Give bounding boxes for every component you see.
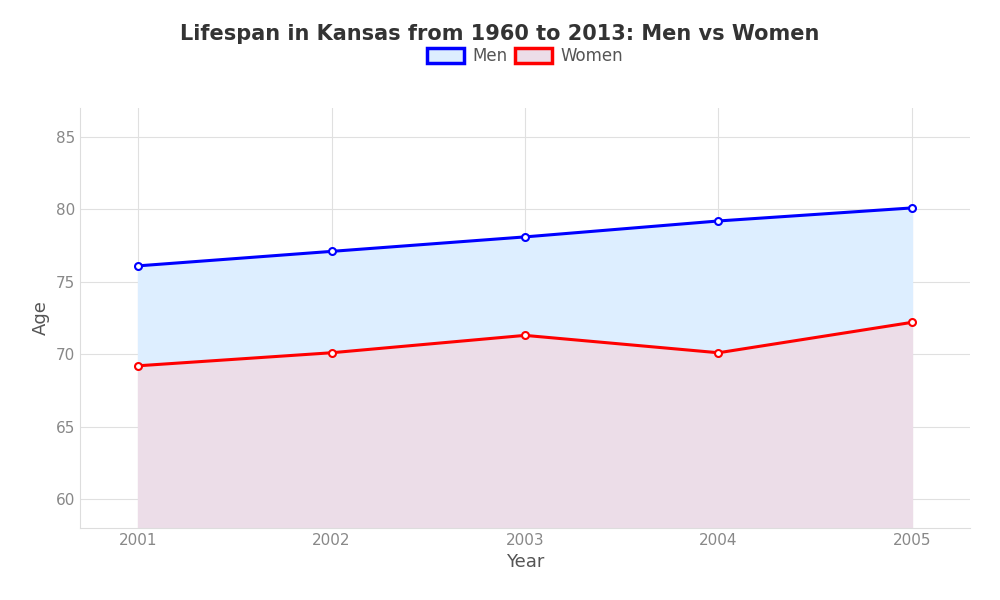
Legend: Men, Women: Men, Women: [420, 41, 630, 72]
Text: Lifespan in Kansas from 1960 to 2013: Men vs Women: Lifespan in Kansas from 1960 to 2013: Me…: [180, 24, 820, 44]
X-axis label: Year: Year: [506, 553, 544, 571]
Y-axis label: Age: Age: [32, 301, 50, 335]
